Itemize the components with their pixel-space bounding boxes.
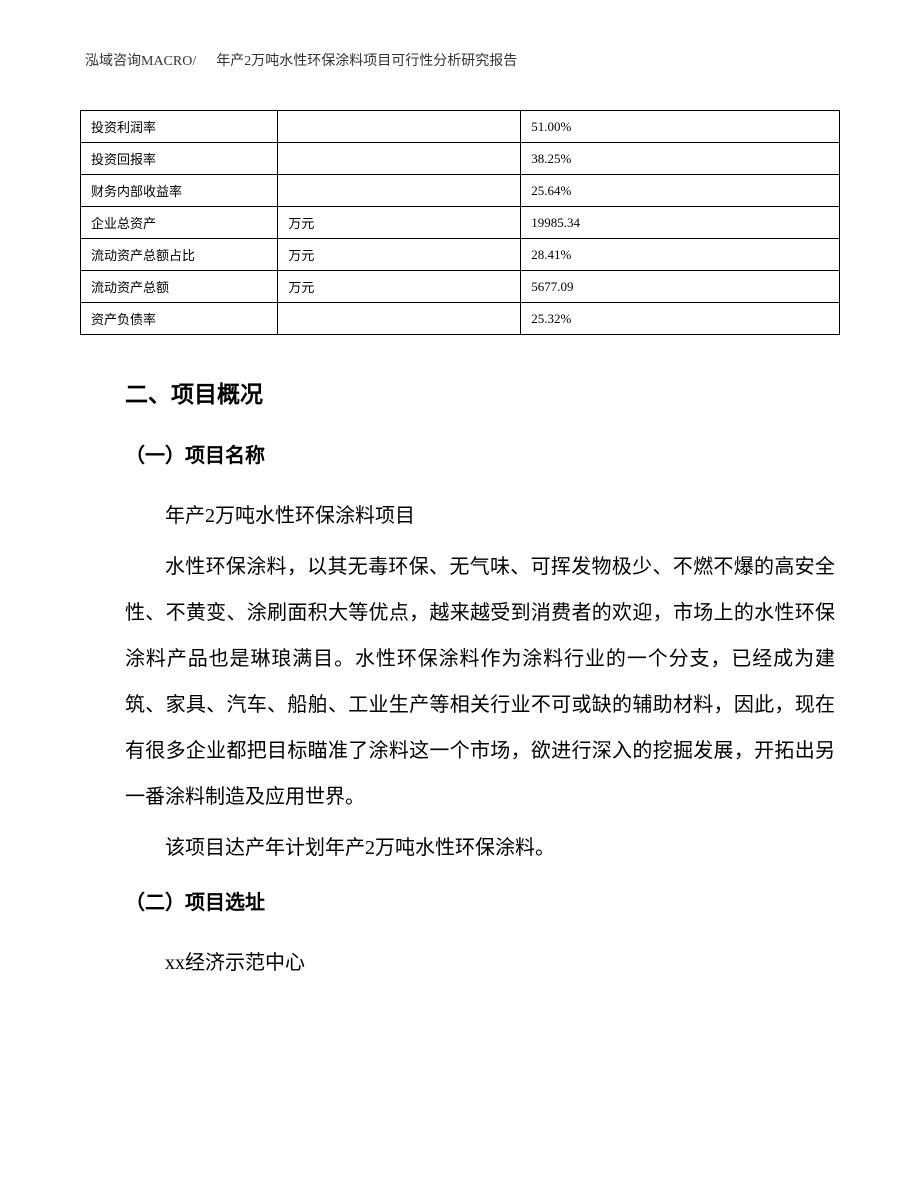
table-row: 企业总资产 万元 19985.34: [81, 207, 840, 239]
cell-unit: [278, 111, 521, 143]
cell-value: 28.41%: [521, 239, 840, 271]
cell-label: 企业总资产: [81, 207, 278, 239]
cell-value: 38.25%: [521, 143, 840, 175]
table-row: 投资回报率 38.25%: [81, 143, 840, 175]
cell-unit: 万元: [278, 271, 521, 303]
header-company: 泓域咨询MACRO/: [85, 54, 196, 69]
cell-value: 25.32%: [521, 303, 840, 335]
body-paragraph: 该项目达产年计划年产2万吨水性环保涂料。: [125, 825, 835, 871]
cell-label: 投资回报率: [81, 143, 278, 175]
body-paragraph: xx经济示范中心: [125, 940, 835, 986]
cell-value: 25.64%: [521, 175, 840, 207]
page-header: 泓域咨询MACRO/年产2万吨水性环保涂料项目可行性分析研究报告: [80, 50, 840, 70]
cell-value: 5677.09: [521, 271, 840, 303]
cell-label: 资产负债率: [81, 303, 278, 335]
cell-unit: [278, 175, 521, 207]
cell-unit: [278, 303, 521, 335]
header-title: 年产2万吨水性环保涂料项目可行性分析研究报告: [216, 54, 517, 69]
cell-unit: 万元: [278, 207, 521, 239]
table-row: 流动资产总额占比 万元 28.41%: [81, 239, 840, 271]
table-row: 流动资产总额 万元 5677.09: [81, 271, 840, 303]
cell-value: 19985.34: [521, 207, 840, 239]
table-row: 投资利润率 51.00%: [81, 111, 840, 143]
cell-unit: [278, 143, 521, 175]
table-row: 财务内部收益率 25.64%: [81, 175, 840, 207]
content-body: 二、项目概况 （一）项目名称 年产2万吨水性环保涂料项目 水性环保涂料，以其无毒…: [80, 375, 840, 986]
financial-table: 投资利润率 51.00% 投资回报率 38.25% 财务内部收益率 25.64%…: [80, 110, 840, 335]
cell-label: 流动资产总额占比: [81, 239, 278, 271]
cell-value: 51.00%: [521, 111, 840, 143]
section-heading: 二、项目概况: [125, 375, 835, 409]
cell-label: 投资利润率: [81, 111, 278, 143]
cell-label: 流动资产总额: [81, 271, 278, 303]
subsection-heading: （一）项目名称: [125, 439, 835, 468]
body-paragraph: 水性环保涂料，以其无毒环保、无气味、可挥发物极少、不燃不爆的高安全性、不黄变、涂…: [125, 544, 835, 820]
table-row: 资产负债率 25.32%: [81, 303, 840, 335]
project-name-line: 年产2万吨水性环保涂料项目: [125, 493, 835, 539]
cell-unit: 万元: [278, 239, 521, 271]
subsection-heading: （二）项目选址: [125, 886, 835, 915]
cell-label: 财务内部收益率: [81, 175, 278, 207]
